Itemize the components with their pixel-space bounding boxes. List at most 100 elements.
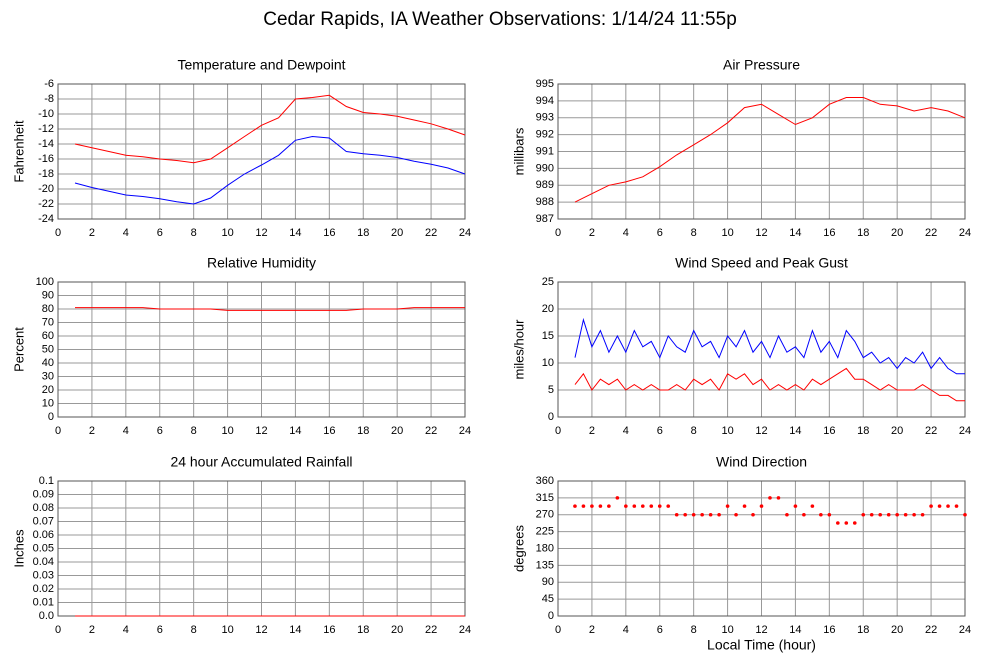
x-tick-label: 20: [391, 227, 403, 239]
y-tick-label: 360: [536, 475, 554, 487]
y-tick-label: 0.03: [33, 569, 54, 581]
point: [895, 512, 899, 517]
y-axis-label: Percent: [11, 327, 26, 372]
plot-frame: [57, 83, 466, 220]
x-tick-label: 12: [255, 624, 267, 636]
chart-title: Relative Humidity: [207, 255, 316, 271]
point: [819, 512, 823, 517]
x-tick-label: 22: [925, 624, 937, 636]
point: [946, 504, 950, 508]
x-tick-label: 14: [289, 227, 301, 239]
point: [581, 504, 586, 508]
x-tick-label: 24: [459, 227, 471, 239]
x-tick-label: 16: [823, 624, 835, 636]
chart-title: Wind Direction: [716, 454, 807, 470]
point: [852, 521, 857, 525]
y-tick-label: 10: [42, 397, 54, 409]
x-tick-label: 16: [823, 227, 835, 239]
series-line: [74, 94, 466, 164]
x-tick-label: 24: [459, 624, 471, 636]
plot-frame: [557, 281, 966, 418]
y-tick-label: 25: [542, 276, 554, 288]
y-tick-label: 0: [48, 411, 54, 423]
x-tick-label: 2: [89, 624, 95, 636]
x-tick-label: 22: [425, 624, 437, 636]
y-tick-label: 0.07: [33, 515, 54, 527]
point: [632, 504, 637, 508]
point: [598, 504, 603, 508]
y-tick-label: 20: [42, 384, 54, 396]
x-tick-label: 6: [657, 624, 663, 636]
point: [657, 504, 662, 508]
x-tick-label: 18: [857, 624, 869, 636]
y-tick-label: 992: [536, 129, 554, 141]
point: [573, 504, 577, 508]
x-tick-label: 10: [221, 227, 233, 239]
point: [963, 512, 967, 517]
x-tick-label: 18: [357, 227, 369, 239]
y-tick-label: 50: [42, 343, 54, 355]
series-line: [574, 97, 966, 203]
x-tick-label: 6: [657, 227, 663, 239]
x-tick-label: 16: [323, 227, 335, 239]
point: [869, 512, 874, 517]
point: [836, 521, 840, 525]
x-tick-label: 16: [823, 425, 835, 437]
point: [844, 521, 849, 525]
point: [886, 512, 891, 517]
point: [810, 504, 815, 508]
series-line: [574, 367, 965, 402]
point: [903, 512, 908, 517]
y-tick-label: 20: [542, 303, 554, 315]
point: [920, 512, 925, 517]
x-tick-label: 10: [721, 227, 733, 239]
series-line: [574, 317, 965, 375]
y-tick-label: 0.01: [33, 596, 54, 608]
x-tick-label: 14: [289, 425, 301, 437]
y-tick-label: 60: [42, 330, 54, 342]
x-tick-label: 8: [191, 624, 197, 636]
x-tick-label: 22: [425, 425, 437, 437]
point: [793, 504, 798, 508]
x-tick-label: 2: [89, 227, 95, 239]
x-tick-label: 18: [357, 425, 369, 437]
x-tick-label: 8: [191, 227, 197, 239]
point: [717, 512, 721, 517]
x-tick-label: 0: [55, 624, 61, 636]
x-tick-label: 24: [959, 425, 971, 437]
x-tick-label: 6: [157, 227, 163, 239]
x-tick-label: 10: [721, 425, 733, 437]
y-tick-label: 315: [536, 492, 554, 504]
x-tick-label: 12: [755, 425, 767, 437]
x-tick-label: 24: [959, 624, 971, 636]
point: [691, 512, 696, 517]
y-tick-label: 90: [42, 289, 54, 301]
x-tick-label: 10: [221, 425, 233, 437]
y-tick-label: 10: [542, 357, 554, 369]
y-tick-label: -6: [44, 78, 54, 90]
y-tick-label: -10: [38, 108, 54, 120]
plot-frame: [557, 480, 966, 617]
y-axis-label: millibars: [511, 127, 526, 175]
x-tick-label: 12: [755, 624, 767, 636]
x-tick-label: 22: [925, 425, 937, 437]
point: [666, 504, 671, 508]
series-line: [74, 135, 466, 205]
point: [751, 512, 755, 517]
point: [607, 504, 611, 508]
y-tick-label: 0.04: [33, 556, 54, 568]
x-tick-label: 6: [657, 425, 663, 437]
x-axis-label: Local Time (hour): [707, 637, 816, 653]
x-tick-label: 16: [323, 425, 335, 437]
x-tick-label: 12: [755, 227, 767, 239]
x-tick-label: 6: [157, 624, 163, 636]
x-tick-label: 20: [391, 425, 403, 437]
y-tick-label: -16: [38, 153, 54, 165]
point: [640, 504, 645, 508]
y-tick-label: 135: [536, 559, 554, 571]
y-tick-label: 70: [42, 316, 54, 328]
x-tick-label: 20: [391, 624, 403, 636]
point: [878, 512, 883, 517]
x-tick-label: 20: [891, 624, 903, 636]
y-tick-label: -12: [38, 123, 54, 135]
